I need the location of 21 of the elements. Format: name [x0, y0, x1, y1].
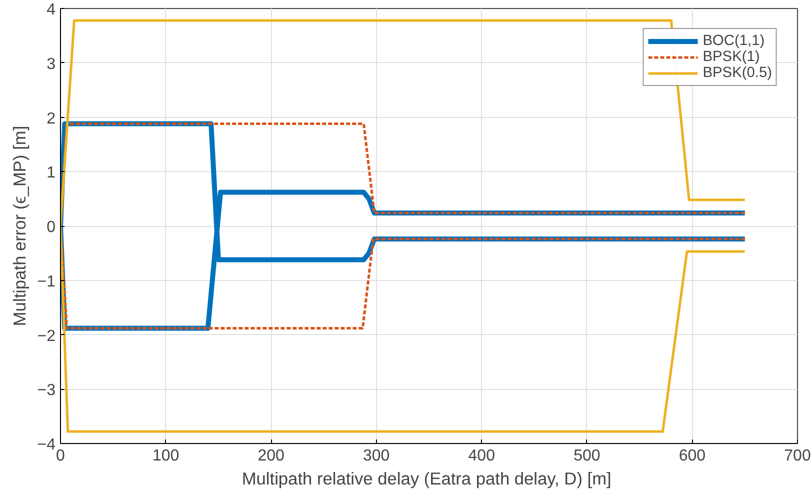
- y-axis-title: Multipath error (ϵ_MP) [m]: [9, 126, 30, 326]
- legend-label: BPSK(1): [702, 49, 760, 65]
- x-tick-label: 600: [678, 448, 706, 464]
- y-tick-label: 4: [46, 2, 56, 18]
- x-tick-label: 500: [574, 448, 600, 464]
- x-tick-label: 200: [258, 448, 285, 464]
- x-axis-title: Multipath relative delay (Eatra path delay, D) [m]: [242, 468, 612, 488]
- legend-label: BOC(1,1): [702, 33, 765, 49]
- y-tick-label: −2: [37, 328, 56, 345]
- y-tick-label: −4: [37, 436, 56, 454]
- y-tick-label: 1: [46, 164, 56, 182]
- x-tick-label: 700: [784, 448, 811, 464]
- legend-label: BPSK(0.5): [702, 65, 772, 81]
- y-tick-label: −1: [37, 273, 56, 290]
- x-tick-label: 300: [363, 448, 390, 464]
- y-tick-label: −3: [37, 382, 56, 400]
- y-tick-label: 3: [46, 56, 56, 73]
- x-tick-label: 100: [152, 448, 180, 464]
- x-tick-label: 400: [468, 448, 496, 464]
- y-tick-label: 2: [46, 110, 56, 128]
- y-tick-label: 0: [46, 219, 56, 236]
